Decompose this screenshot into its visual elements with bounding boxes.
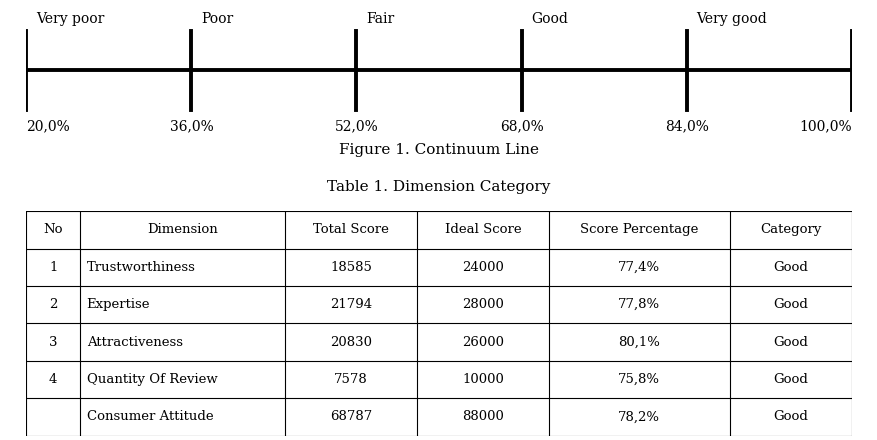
Text: Expertise: Expertise — [87, 298, 150, 311]
Text: 21794: 21794 — [330, 298, 372, 311]
Text: 10000: 10000 — [461, 373, 503, 386]
Text: Ideal Score: Ideal Score — [444, 224, 521, 236]
Text: 68,0%: 68,0% — [499, 120, 543, 134]
Text: 28000: 28000 — [461, 298, 503, 311]
Text: 26000: 26000 — [461, 336, 503, 348]
Text: Good: Good — [531, 12, 567, 26]
Text: 18585: 18585 — [330, 261, 372, 274]
Text: Good: Good — [773, 373, 807, 386]
Text: 75,8%: 75,8% — [617, 373, 660, 386]
Text: No: No — [43, 224, 63, 236]
Text: Fair: Fair — [366, 12, 394, 26]
Text: Good: Good — [773, 298, 807, 311]
Text: 2: 2 — [49, 298, 57, 311]
Text: Quantity Of Review: Quantity Of Review — [87, 373, 217, 386]
Text: Attractiveness: Attractiveness — [87, 336, 182, 348]
Text: 4: 4 — [49, 373, 57, 386]
Text: 77,4%: 77,4% — [617, 261, 660, 274]
Text: Total Score: Total Score — [313, 224, 389, 236]
Text: Trustworthiness: Trustworthiness — [87, 261, 196, 274]
Text: Consumer Attitude: Consumer Attitude — [87, 411, 213, 423]
Text: 1: 1 — [49, 261, 57, 274]
Text: 7578: 7578 — [334, 373, 367, 386]
Text: 68787: 68787 — [330, 411, 372, 423]
Text: 100,0%: 100,0% — [798, 120, 851, 134]
Text: 78,2%: 78,2% — [617, 411, 660, 423]
Text: 52,0%: 52,0% — [334, 120, 378, 134]
Text: Good: Good — [773, 411, 807, 423]
Text: Dimension: Dimension — [147, 224, 217, 236]
Text: Table 1. Dimension Category: Table 1. Dimension Category — [327, 180, 550, 194]
Text: 3: 3 — [49, 336, 57, 348]
Text: 20830: 20830 — [330, 336, 372, 348]
Text: 88000: 88000 — [461, 411, 503, 423]
Text: 20,0%: 20,0% — [26, 120, 70, 134]
Text: Very poor: Very poor — [36, 12, 104, 26]
Text: Category: Category — [759, 224, 820, 236]
Text: Figure 1. Continuum Line: Figure 1. Continuum Line — [339, 143, 538, 157]
Text: 24000: 24000 — [461, 261, 503, 274]
Text: Very good: Very good — [695, 12, 766, 26]
Text: Score Percentage: Score Percentage — [580, 224, 697, 236]
Text: 36,0%: 36,0% — [169, 120, 213, 134]
Text: Poor: Poor — [201, 12, 233, 26]
Text: Good: Good — [773, 261, 807, 274]
Text: Good: Good — [773, 336, 807, 348]
Text: 84,0%: 84,0% — [664, 120, 708, 134]
Text: 80,1%: 80,1% — [617, 336, 660, 348]
Text: 77,8%: 77,8% — [617, 298, 660, 311]
